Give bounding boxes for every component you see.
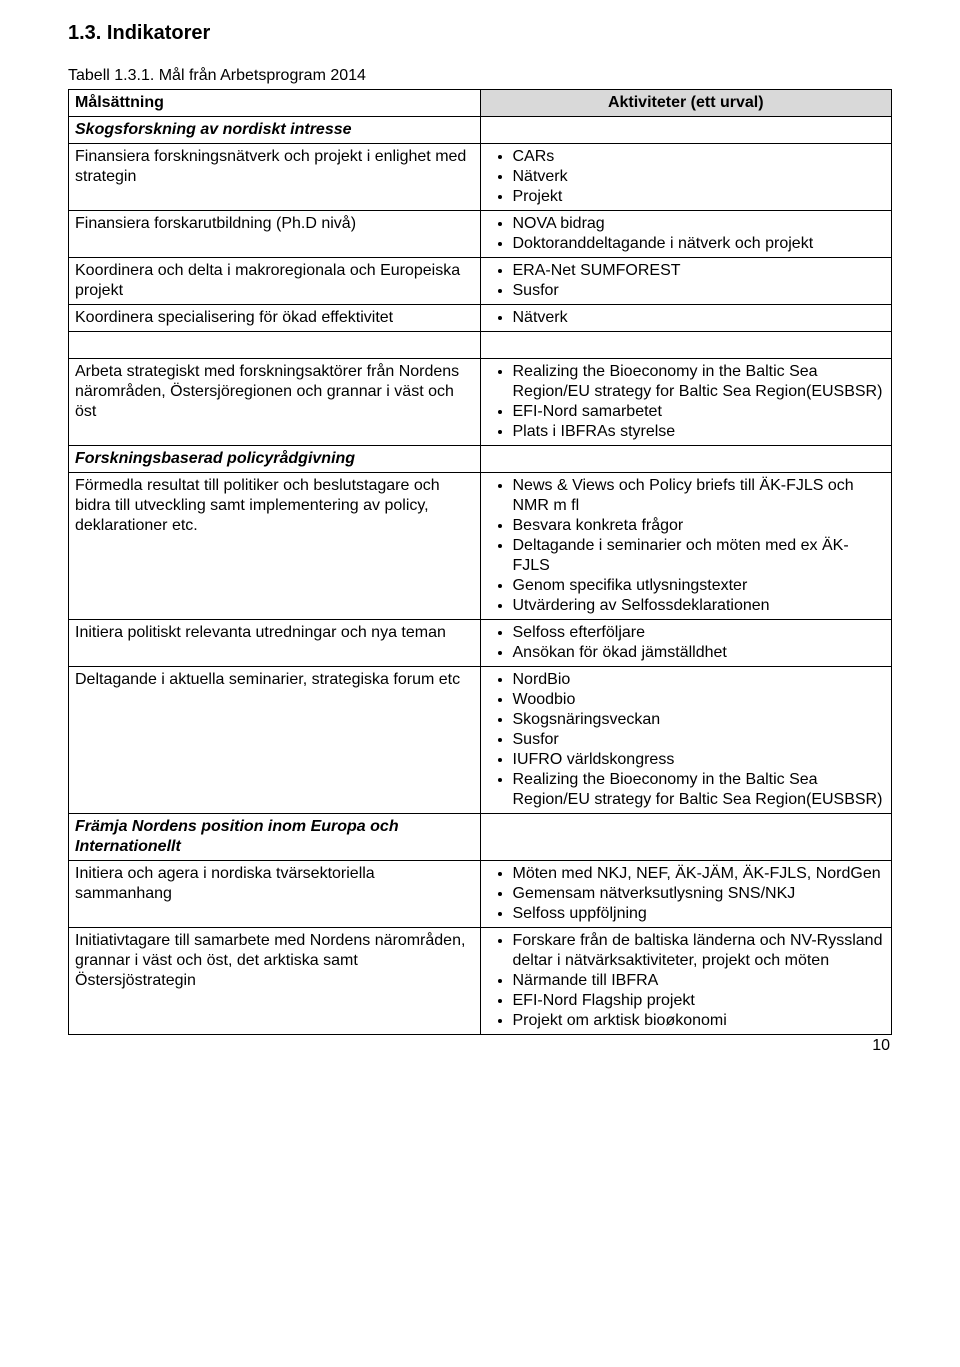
row-right: Forskare från de baltiska länderna och N… xyxy=(480,928,892,1035)
table-header-row: Målsättning Aktiviteter (ett urval) xyxy=(69,90,892,117)
page-number: 10 xyxy=(68,1037,892,1055)
section-row: Forskningsbaserad policyrådgivning xyxy=(69,446,892,473)
row-left: Koordinera och delta i makroregionala oc… xyxy=(69,258,481,305)
list-item: Projekt xyxy=(513,187,886,207)
section-row: Skogsforskning av nordiskt intresse xyxy=(69,117,892,144)
row-right: NOVA bidrag Doktoranddeltagande i nätver… xyxy=(480,211,892,258)
list-item: Besvara konkreta frågor xyxy=(513,516,886,536)
spacer-row xyxy=(69,332,892,359)
bullet-list: NOVA bidrag Doktoranddeltagande i nätver… xyxy=(487,214,886,254)
row-left: Initiativtagare till samarbete med Norde… xyxy=(69,928,481,1035)
row-left: Finansiera forskningsnätverk och projekt… xyxy=(69,144,481,211)
section-label: Främja Nordens position inom Europa och … xyxy=(75,818,399,855)
table-row: Initiera politiskt relevanta utredningar… xyxy=(69,620,892,667)
empty-cell xyxy=(69,332,481,359)
list-item: Woodbio xyxy=(513,690,886,710)
list-item: Realizing the Bioeconomy in the Baltic S… xyxy=(513,770,886,810)
bullet-list: CARs Nätverk Projekt xyxy=(487,147,886,207)
list-item: Doktoranddeltagande i nätverk och projek… xyxy=(513,234,886,254)
section-label: Forskningsbaserad policyrådgivning xyxy=(75,450,355,467)
bullet-list: Realizing the Bioeconomy in the Baltic S… xyxy=(487,362,886,442)
table-caption: Tabell 1.3.1. Mål från Arbetsprogram 201… xyxy=(68,67,892,85)
list-item: News & Views och Policy briefs till ÄK-F… xyxy=(513,476,886,516)
row-left: Initiera och agera i nordiska tvärsektor… xyxy=(69,861,481,928)
row-right: CARs Nätverk Projekt xyxy=(480,144,892,211)
list-item: Nätverk xyxy=(513,167,886,187)
list-item: Realizing the Bioeconomy in the Baltic S… xyxy=(513,362,886,402)
list-item: Selfoss uppföljning xyxy=(513,904,886,924)
row-left: Förmedla resultat till politiker och bes… xyxy=(69,473,481,620)
empty-cell xyxy=(480,814,892,861)
section-label: Skogsforskning av nordiskt intresse xyxy=(75,121,352,138)
column-header-right: Aktiviteter (ett urval) xyxy=(480,90,892,117)
section-label-cell: Skogsforskning av nordiskt intresse xyxy=(69,117,481,144)
section-heading: 1.3. Indikatorer xyxy=(68,22,892,45)
list-item: Forskare från de baltiska länderna och N… xyxy=(513,931,886,971)
row-right: ERA-Net SUMFOREST Susfor xyxy=(480,258,892,305)
list-item: CARs xyxy=(513,147,886,167)
list-item: Genom specifika utlysningstexter xyxy=(513,576,886,596)
indikatorer-table: Målsättning Aktiviteter (ett urval) Skog… xyxy=(68,89,892,1035)
table-row: Deltagande i aktuella seminarier, strate… xyxy=(69,667,892,814)
table-row: Koordinera specialisering för ökad effek… xyxy=(69,305,892,332)
list-item: Susfor xyxy=(513,281,886,301)
table-row: Finansiera forskningsnätverk och projekt… xyxy=(69,144,892,211)
column-header-left: Målsättning xyxy=(69,90,481,117)
list-item: Susfor xyxy=(513,730,886,750)
bullet-list: News & Views och Policy briefs till ÄK-F… xyxy=(487,476,886,616)
table-row: Finansiera forskarutbildning (Ph.D nivå)… xyxy=(69,211,892,258)
list-item: NOVA bidrag xyxy=(513,214,886,234)
bullet-list: ERA-Net SUMFOREST Susfor xyxy=(487,261,886,301)
empty-cell xyxy=(480,446,892,473)
table-row: Initiera och agera i nordiska tvärsektor… xyxy=(69,861,892,928)
list-item: Möten med NKJ, NEF, ÄK-JÄM, ÄK-FJLS, Nor… xyxy=(513,864,886,884)
page-container: 1.3. Indikatorer Tabell 1.3.1. Mål från … xyxy=(0,0,960,1075)
row-left: Arbeta strategiskt med forskningsaktörer… xyxy=(69,359,481,446)
bullet-list: NordBio Woodbio Skogsnäringsveckan Susfo… xyxy=(487,670,886,810)
list-item: Projekt om arktisk bioøkonomi xyxy=(513,1011,886,1031)
bullet-list: Nätverk xyxy=(487,308,886,328)
bullet-list: Selfoss efterföljare Ansökan för ökad jä… xyxy=(487,623,886,663)
bullet-list: Möten med NKJ, NEF, ÄK-JÄM, ÄK-FJLS, Nor… xyxy=(487,864,886,924)
list-item: Gemensam nätverksutlysning SNS/NKJ xyxy=(513,884,886,904)
row-left: Deltagande i aktuella seminarier, strate… xyxy=(69,667,481,814)
list-item: Skogsnäringsveckan xyxy=(513,710,886,730)
table-row: Koordinera och delta i makroregionala oc… xyxy=(69,258,892,305)
row-right: NordBio Woodbio Skogsnäringsveckan Susfo… xyxy=(480,667,892,814)
section-label-cell: Forskningsbaserad policyrådgivning xyxy=(69,446,481,473)
list-item: Utvärdering av Selfossdeklarationen xyxy=(513,596,886,616)
list-item: Nätverk xyxy=(513,308,886,328)
list-item: Ansökan för ökad jämställdhet xyxy=(513,643,886,663)
bullet-list: Forskare från de baltiska länderna och N… xyxy=(487,931,886,1031)
row-right: Möten med NKJ, NEF, ÄK-JÄM, ÄK-FJLS, Nor… xyxy=(480,861,892,928)
row-right: Selfoss efterföljare Ansökan för ökad jä… xyxy=(480,620,892,667)
row-left: Initiera politiskt relevanta utredningar… xyxy=(69,620,481,667)
table-row: Initiativtagare till samarbete med Norde… xyxy=(69,928,892,1035)
section-label-cell: Främja Nordens position inom Europa och … xyxy=(69,814,481,861)
list-item: Deltagande i seminarier och möten med ex… xyxy=(513,536,886,576)
list-item: Selfoss efterföljare xyxy=(513,623,886,643)
list-item: ERA-Net SUMFOREST xyxy=(513,261,886,281)
empty-cell xyxy=(480,117,892,144)
row-left: Finansiera forskarutbildning (Ph.D nivå) xyxy=(69,211,481,258)
table-row: Förmedla resultat till politiker och bes… xyxy=(69,473,892,620)
empty-cell xyxy=(480,332,892,359)
row-right: Nätverk xyxy=(480,305,892,332)
list-item: IUFRO världskongress xyxy=(513,750,886,770)
row-right: News & Views och Policy briefs till ÄK-F… xyxy=(480,473,892,620)
list-item: Närmande till IBFRA xyxy=(513,971,886,991)
table-row: Arbeta strategiskt med forskningsaktörer… xyxy=(69,359,892,446)
list-item: EFI-Nord Flagship projekt xyxy=(513,991,886,1011)
list-item: Plats i IBFRAs styrelse xyxy=(513,422,886,442)
row-right: Realizing the Bioeconomy in the Baltic S… xyxy=(480,359,892,446)
section-row: Främja Nordens position inom Europa och … xyxy=(69,814,892,861)
list-item: NordBio xyxy=(513,670,886,690)
list-item: EFI-Nord samarbetet xyxy=(513,402,886,422)
row-left: Koordinera specialisering för ökad effek… xyxy=(69,305,481,332)
